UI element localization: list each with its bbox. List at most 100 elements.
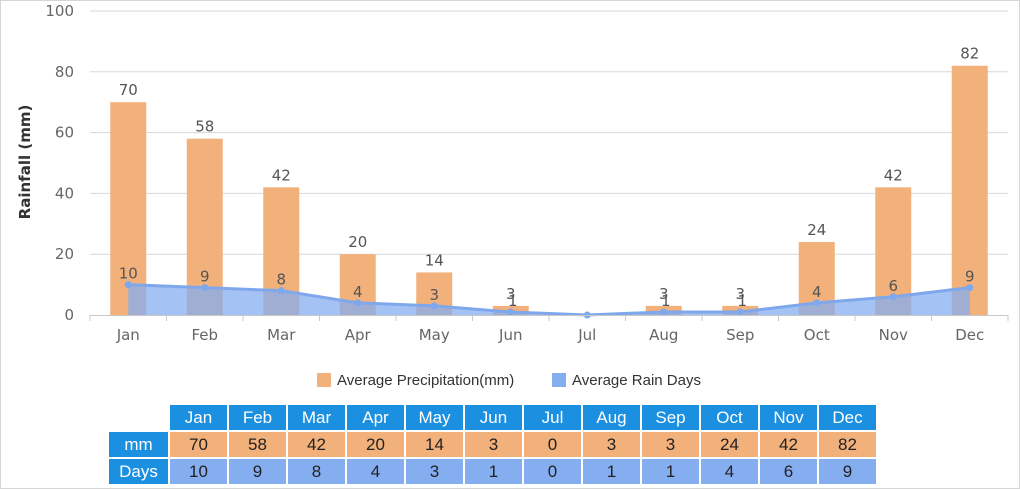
- rain-days-data-label: 9: [965, 268, 975, 286]
- y-tick-label: 40: [55, 184, 74, 202]
- table-row-label: Days: [109, 459, 168, 484]
- precipitation-data-label: 82: [960, 45, 979, 63]
- x-tick-label: May: [419, 326, 450, 344]
- rain-days-data-label: 1: [661, 292, 671, 310]
- rain-days-line: [128, 283, 970, 317]
- rain-days-point: [966, 284, 974, 292]
- x-tick-label: Mar: [267, 326, 296, 344]
- legend-label-rain-days: Average Rain Days: [572, 372, 701, 389]
- table-cell: 10: [170, 459, 227, 484]
- precipitation-data-label: 24: [807, 221, 826, 239]
- rain-days-point: [889, 293, 897, 301]
- x-tick-label: Oct: [804, 326, 830, 344]
- table-month-header: May: [406, 405, 463, 430]
- rain-days-data-label: 4: [353, 283, 363, 301]
- rain-days-point: [277, 287, 285, 295]
- table-cell: 1: [642, 459, 699, 484]
- table-row: Days 10 9 8 4 3 1 0 1 1 4 6 9: [109, 459, 876, 484]
- table-cell: 14: [406, 432, 463, 457]
- precipitation-data-label: 20: [348, 233, 367, 251]
- precipitation-bar: [110, 102, 147, 315]
- table-month-header: Mar: [288, 405, 345, 430]
- rain-days-point: [124, 281, 132, 289]
- y-tick-label: 80: [55, 63, 74, 81]
- table-cell: 3: [642, 432, 699, 457]
- rainfall-chart: Jan Feb Mar Apr May Jun Jul Aug Sep Oct Nov Dec 0 20…: [16, 2, 1009, 389]
- x-tick-label: Dec: [955, 326, 984, 344]
- rain-days-point: [813, 299, 821, 307]
- precipitation-data-label: 3: [659, 285, 669, 303]
- precipitation-data-label: 42: [884, 166, 903, 184]
- table-body: mm 70 58 42 20 14 3 0 3 3 24 42 82 Days 10 9 8 4 3 1 0 1 1 4 6 9: [109, 432, 876, 484]
- table-cell: 0: [524, 432, 581, 457]
- table-cell: 9: [819, 459, 876, 484]
- rain-days-data-label: 9: [200, 268, 210, 286]
- rain-days-point: [507, 308, 515, 316]
- table-month-header: Jun: [465, 405, 522, 430]
- x-tick-label: Aug: [649, 326, 678, 344]
- table-cell: 6: [760, 459, 817, 484]
- table-cell: 20: [347, 432, 404, 457]
- rain-days-point: [201, 284, 209, 292]
- table-cell: 0: [524, 459, 581, 484]
- rain-days-area: [124, 281, 974, 319]
- legend: Average Precipitation(mm) Average Rain D…: [317, 372, 701, 389]
- x-tick-label: Jul: [577, 326, 596, 344]
- table-month-header: Nov: [760, 405, 817, 430]
- legend-swatch-rain-days: [552, 373, 566, 387]
- precipitation-data-label: 3: [735, 285, 745, 303]
- table-row-label: mm: [109, 432, 168, 457]
- precipitation-data-label: 3: [506, 285, 516, 303]
- rain-days-data-label: 1: [737, 292, 747, 310]
- table-cell: 82: [819, 432, 876, 457]
- table-row: mm 70 58 42 20 14 3 0 3 3 24 42 82: [109, 432, 876, 457]
- table-month-header: Sep: [642, 405, 699, 430]
- rain-days-point: [736, 308, 744, 316]
- table-cell: 3: [583, 432, 640, 457]
- data-table: Jan Feb Mar Apr May Jun Jul Aug Sep Oct Nov Dec mm 7…: [107, 403, 878, 486]
- legend-label-precipitation: Average Precipitation(mm): [337, 372, 514, 389]
- x-tick-label: Apr: [345, 326, 372, 344]
- table-cell: 3: [465, 432, 522, 457]
- y-tick-label: 0: [64, 306, 74, 324]
- y-axis-title: Rainfall (mm): [16, 105, 34, 220]
- x-tick-label: Jun: [498, 326, 522, 344]
- table-cell: 3: [406, 459, 463, 484]
- rain-days-point: [354, 299, 362, 307]
- rain-days-point: [660, 308, 668, 316]
- table-month-header: Dec: [819, 405, 876, 430]
- table-corner: [109, 405, 168, 430]
- rain-days-data-label: 6: [888, 277, 898, 295]
- table-month-header: Jan: [170, 405, 227, 430]
- gridlines: [90, 10, 1008, 255]
- rain-days-data-label: 3: [429, 286, 439, 304]
- precipitation-data-label: 14: [425, 251, 444, 269]
- x-tick-label: Nov: [879, 326, 908, 344]
- table-cell: 8: [288, 459, 345, 484]
- table-cell: 4: [701, 459, 758, 484]
- rain-days-point: [430, 302, 438, 310]
- precipitation-data-label: 58: [195, 118, 214, 136]
- y-tick-label: 60: [55, 124, 74, 142]
- legend-swatch-precipitation: [317, 373, 331, 387]
- y-tick-label: 20: [55, 245, 74, 263]
- table-cell: 58: [229, 432, 286, 457]
- table-header-row: Jan Feb Mar Apr May Jun Jul Aug Sep Oct Nov Dec: [109, 405, 876, 430]
- y-tick-label: 100: [45, 2, 74, 20]
- table-month-header: Feb: [229, 405, 286, 430]
- table-month-header: Jul: [524, 405, 581, 430]
- table-cell: 1: [583, 459, 640, 484]
- rain-days-data-label: 10: [119, 265, 138, 283]
- x-tick-label: Feb: [191, 326, 218, 344]
- rain-days-data-label: 8: [276, 271, 286, 289]
- precipitation-data-label: 42: [272, 166, 291, 184]
- precipitation-data-label: 70: [119, 81, 138, 99]
- table-cell: 24: [701, 432, 758, 457]
- table-cell: 42: [760, 432, 817, 457]
- rain-days-data-label: 1: [508, 292, 518, 310]
- table-cell: 70: [170, 432, 227, 457]
- x-tick-label: Sep: [726, 326, 754, 344]
- table-cell: 4: [347, 459, 404, 484]
- table-cell: 1: [465, 459, 522, 484]
